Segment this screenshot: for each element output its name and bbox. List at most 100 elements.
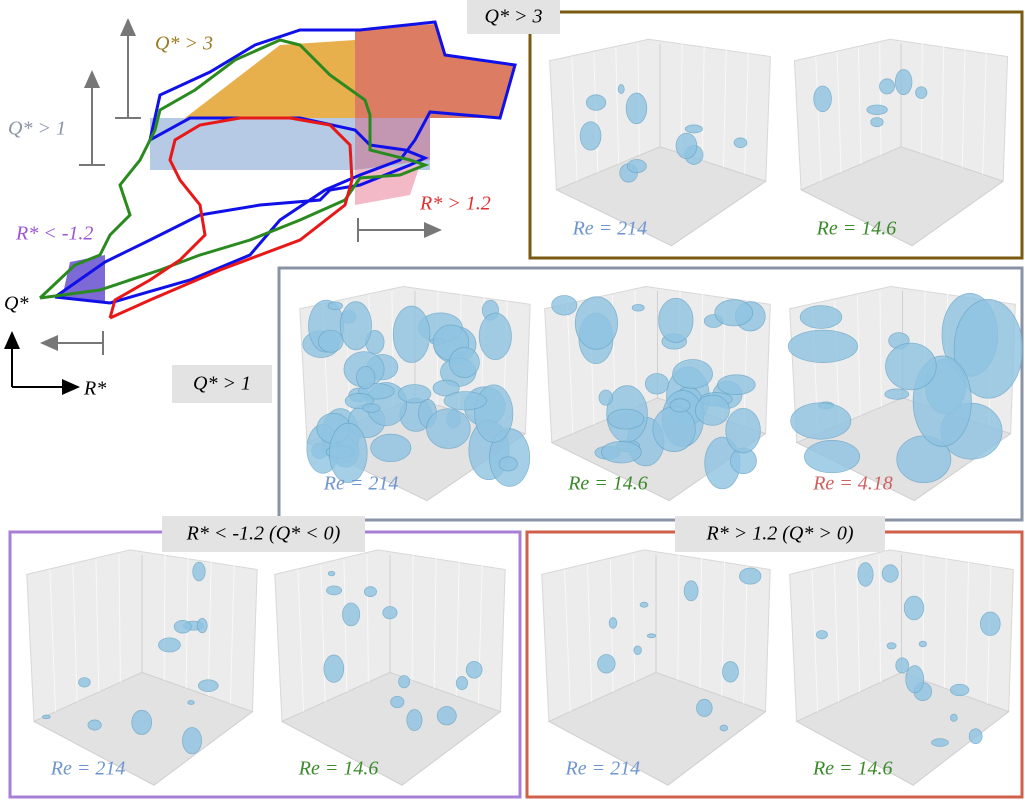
- vortex-blob: [870, 117, 884, 128]
- vortex-blob: [652, 406, 696, 453]
- panel-label: Q* > 1: [193, 373, 251, 395]
- vortex-blob: [626, 159, 647, 174]
- cube-grid: [879, 290, 882, 407]
- vortex-blob: [78, 677, 91, 688]
- cube-grid: [856, 295, 861, 416]
- panel-label: Q* > 3: [485, 6, 543, 28]
- vortex-blob: [598, 389, 613, 406]
- cube-grid: [586, 564, 593, 702]
- vortex-blob: [625, 92, 648, 125]
- vortex-blob: [658, 297, 694, 343]
- panel-frame: [277, 266, 1024, 522]
- re-label: Re = 14.6: [812, 758, 893, 780]
- cube-grid: [571, 56, 578, 182]
- vortex-blob: [725, 407, 761, 454]
- cube-grid: [701, 46, 705, 161]
- vortex-blob: [326, 585, 343, 596]
- vortex-blob: [816, 630, 828, 640]
- vortex-blob: [950, 713, 958, 722]
- vortex-blob: [903, 595, 925, 621]
- cube-grid: [564, 569, 571, 712]
- cube-view: Re = 14.6: [789, 549, 1014, 786]
- vortex-blob: [600, 440, 642, 464]
- vortex-blob: [317, 329, 344, 353]
- vortex-blob: [633, 645, 642, 655]
- panel-label-bg: [675, 516, 885, 552]
- cube-view: Re = 14.6: [544, 285, 771, 502]
- vortex-blob: [968, 728, 983, 745]
- vortex-blob: [432, 379, 460, 397]
- vortex-blob: [197, 679, 219, 692]
- cube-grid: [49, 569, 57, 712]
- vortex-blob: [915, 86, 928, 99]
- re-label: Re = 214: [565, 758, 641, 780]
- cube-grid: [229, 565, 235, 704]
- vortex-blob: [790, 402, 852, 440]
- curve-green: [38, 38, 430, 300]
- vortex-blob: [617, 84, 625, 95]
- cube-view: Re = 14.6: [274, 549, 506, 786]
- vortex-blob: [733, 137, 748, 149]
- vortex-blob: [607, 408, 645, 430]
- cube-grid: [879, 43, 882, 156]
- cube-grid: [699, 557, 703, 689]
- cube-grid: [207, 561, 212, 696]
- vortex-blob: [342, 602, 361, 627]
- cube-grid: [743, 565, 748, 704]
- cube-grid: [922, 553, 925, 681]
- cube-grid: [941, 46, 945, 161]
- vortex-blob: [356, 365, 376, 390]
- vortex-blob: [474, 384, 514, 443]
- vortex-blob: [881, 564, 899, 583]
- vortex-blob: [644, 373, 669, 395]
- vortex-blob: [362, 403, 381, 413]
- vortex-blob: [646, 633, 657, 639]
- panels: Re = 214 Re = 14.6 Q* > 3 Re = 214 Re = 14.6…: [8, 0, 1024, 799]
- annotation: Q* > 3: [155, 33, 213, 55]
- vortex-blob: [722, 661, 739, 683]
- cube-floor: [799, 146, 1005, 247]
- cube-grid: [815, 56, 822, 182]
- panel-label-bg: [172, 365, 272, 403]
- cube-grid: [943, 557, 947, 689]
- curve-blue: [54, 20, 517, 305]
- vortex-blob: [585, 94, 607, 111]
- cube-grid: [811, 569, 819, 712]
- cube-grid: [163, 553, 166, 681]
- cube-grid: [615, 47, 620, 165]
- cube-grid: [411, 553, 414, 681]
- vortex-blob: [173, 619, 192, 634]
- cube-grid: [677, 553, 680, 681]
- vortex-blob: [895, 657, 910, 674]
- vortex-blob: [339, 301, 372, 351]
- cube-grid: [95, 559, 100, 693]
- vortex-blob: [669, 398, 691, 413]
- curve-red: [108, 116, 354, 320]
- vortex-blob: [639, 601, 649, 608]
- vortex-blob: [382, 606, 398, 620]
- cube-view: Re = 214: [299, 285, 531, 502]
- cube-grid: [965, 561, 970, 696]
- cube-grid: [833, 564, 840, 702]
- vortex-blob: [675, 132, 698, 160]
- re-label: Re = 14.6: [298, 758, 379, 780]
- panel-label-bg: [162, 516, 365, 552]
- vortex-blob: [950, 683, 970, 697]
- re-label: Re = 14.6: [567, 473, 648, 495]
- vortex-blob: [158, 637, 181, 653]
- vortex-blob: [787, 329, 859, 363]
- vortex-blob: [182, 727, 203, 755]
- cube-grid: [878, 554, 882, 683]
- vortex-blob: [327, 301, 343, 311]
- vortex-blob: [328, 422, 368, 483]
- panel-frame: [528, 10, 1024, 260]
- vortex-blob: [672, 359, 713, 389]
- annotation: R* > 1.2: [419, 193, 491, 215]
- vortex-blob: [323, 654, 345, 683]
- re-label: Re = 214: [323, 473, 399, 495]
- vortex-blob: [953, 298, 1023, 399]
- re-label: Re = 214: [50, 758, 126, 780]
- vortex-blob: [631, 304, 645, 312]
- cube-floor: [795, 671, 1010, 786]
